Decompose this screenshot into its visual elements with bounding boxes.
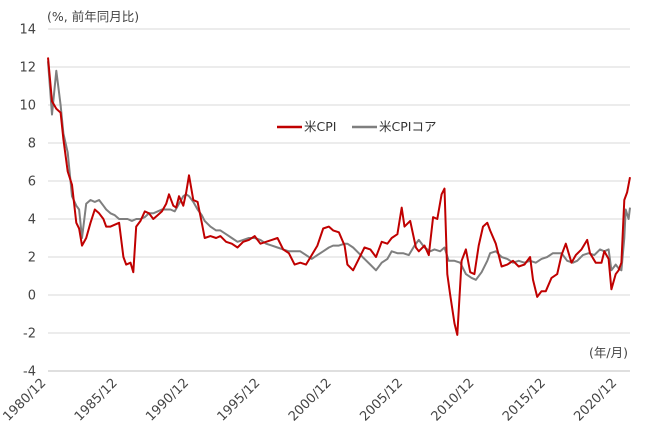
- y-tick-label: -4: [23, 365, 36, 380]
- x-tick-label: 1980/12: [1, 376, 50, 425]
- series-lines: [47, 57, 631, 336]
- legend-label-core-cpi: 米CPIコア: [379, 119, 436, 134]
- x-tick-labels: 1980/12 1985/12 1990/12 1995/12 2000/12 2005/…: [1, 376, 621, 425]
- x-tick-label: 2010/12: [429, 376, 478, 425]
- x-tick-label: 1995/12: [215, 376, 264, 425]
- x-tick-label: 1985/12: [72, 376, 121, 425]
- gridlines: [48, 28, 630, 372]
- y-tick-label: 12: [19, 61, 36, 76]
- y-tick-labels: -4 -2 0 2 4 6 8 10 12 14: [19, 23, 36, 380]
- y-tick-label: 10: [19, 99, 36, 114]
- y-tick-label: 0: [28, 289, 36, 304]
- y-tick-label: 14: [19, 23, 36, 38]
- y-tick-label: 6: [28, 175, 36, 190]
- x-tick-label: 2015/12: [500, 376, 549, 425]
- y-tick-label: 4: [28, 213, 36, 228]
- x-tick-label: 2005/12: [357, 376, 406, 425]
- x-tick-label: 2020/12: [571, 376, 620, 425]
- legend-label-cpi: 米CPI: [304, 119, 336, 134]
- y-tick-label: -2: [23, 327, 36, 342]
- legend: 米CPI 米CPIコア: [277, 119, 436, 134]
- x-tick-label: 2000/12: [286, 376, 335, 425]
- series-line-cpi: [47, 57, 631, 336]
- x-tick-label: 1990/12: [143, 376, 192, 425]
- series-line-core-cpi: [47, 61, 631, 281]
- y-tick-label: 8: [28, 137, 36, 152]
- y-tick-label: 2: [28, 251, 36, 266]
- y-unit-label: (%, 前年同月比): [47, 9, 139, 24]
- x-unit-label: (年/月): [589, 345, 628, 360]
